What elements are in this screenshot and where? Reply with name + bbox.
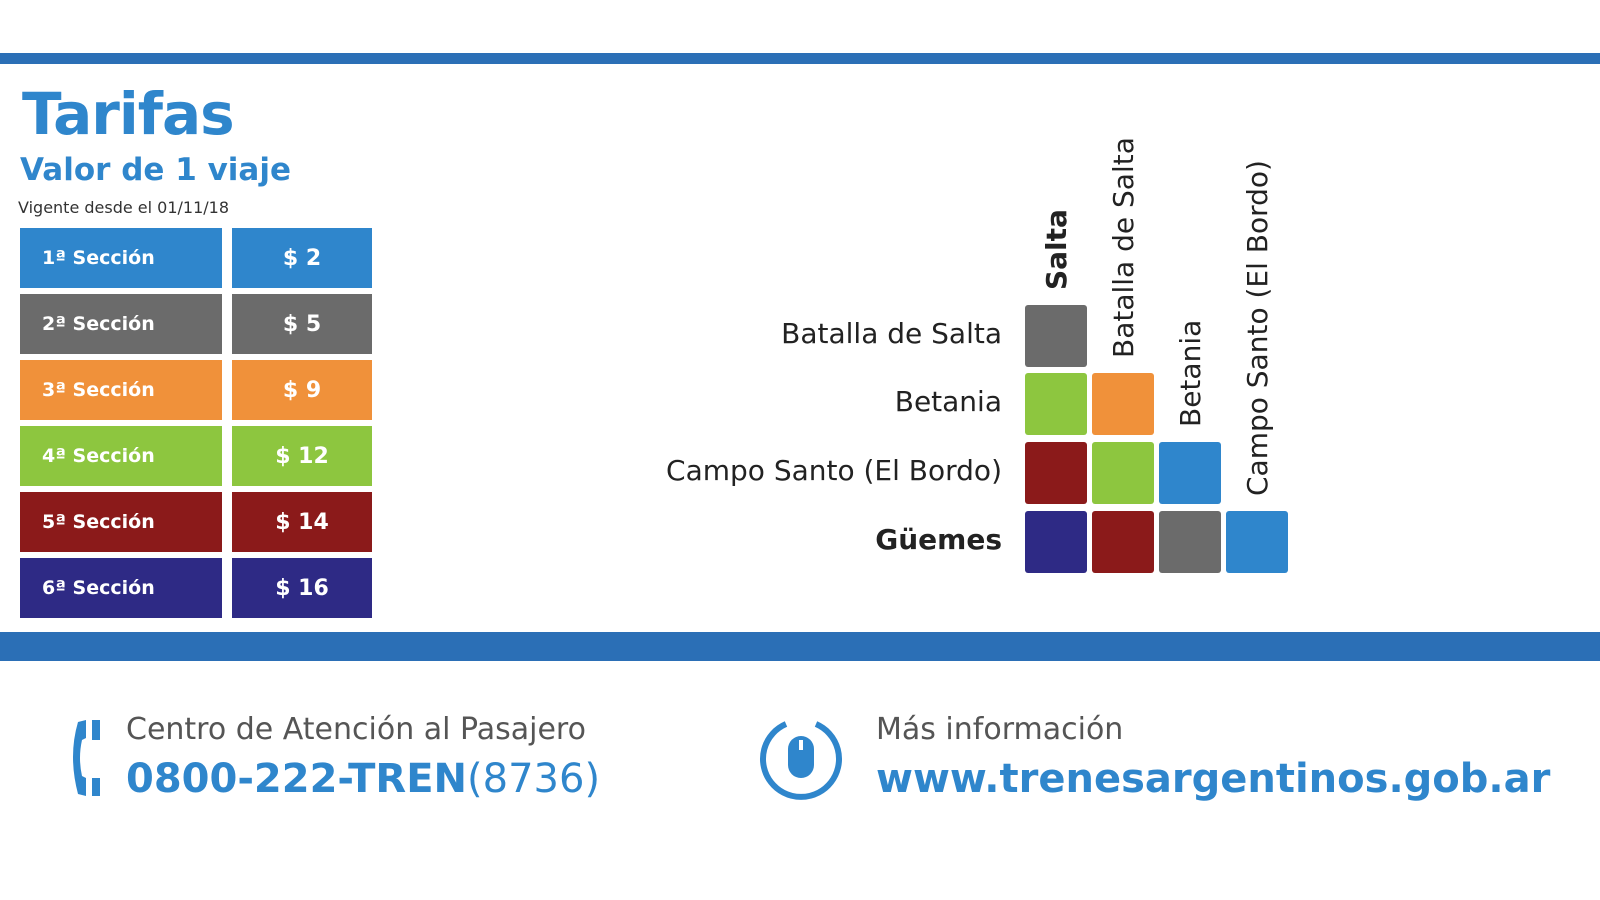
column-header: Salta xyxy=(1040,209,1073,290)
fare-cell xyxy=(1092,511,1154,573)
section-label: 4ª Sección xyxy=(20,426,222,486)
phone-icon xyxy=(73,720,100,796)
section-label: 6ª Sección xyxy=(20,558,222,618)
website-link[interactable]: www.trenesargentinos.gob.ar xyxy=(876,756,1551,802)
fare-cell xyxy=(1159,442,1221,504)
column-header: Betania xyxy=(1174,319,1207,427)
section-label: 2ª Sección xyxy=(20,294,222,354)
valid-from: Vigente desde el 01/11/18 xyxy=(18,198,230,217)
fare-cell xyxy=(1226,511,1288,573)
section-price: $ 5 xyxy=(232,294,372,354)
fare-cell xyxy=(1025,511,1087,573)
info-label: Más información xyxy=(876,712,1124,747)
row-label: Güemes xyxy=(875,523,1002,556)
phone-digits: (8736) xyxy=(467,756,601,802)
section-price: $ 12 xyxy=(232,426,372,486)
section-label: 3ª Sección xyxy=(20,360,222,420)
section-price: $ 16 xyxy=(232,558,372,618)
mouse-icon xyxy=(760,721,842,800)
section-price: $ 9 xyxy=(232,360,372,420)
column-header: Campo Santo (El Bordo) xyxy=(1241,160,1274,496)
section-label: 1ª Sección xyxy=(20,228,222,288)
row-label: Betania xyxy=(894,385,1002,418)
fare-cell xyxy=(1025,442,1087,504)
bottom-band xyxy=(0,632,1600,661)
section-price: $ 2 xyxy=(232,228,372,288)
top-bar xyxy=(0,53,1600,64)
phone-label: Centro de Atención al Pasajero xyxy=(126,712,586,747)
row-label: Campo Santo (El Bordo) xyxy=(666,454,1002,487)
fare-cell xyxy=(1092,373,1154,435)
row-label: Batalla de Salta xyxy=(781,317,1002,350)
fare-cell xyxy=(1092,442,1154,504)
section-label: 5ª Sección xyxy=(20,492,222,552)
subtitle: Valor de 1 viaje xyxy=(20,152,291,188)
fare-cell xyxy=(1025,305,1087,367)
fare-cell xyxy=(1025,373,1087,435)
column-header: Batalla de Salta xyxy=(1107,137,1140,358)
section-price: $ 14 xyxy=(232,492,372,552)
fare-cell xyxy=(1159,511,1221,573)
phone-number[interactable]: 0800-222-TREN(8736) xyxy=(126,756,600,802)
page-title: Tarifas xyxy=(22,80,235,148)
phone-main: 0800-222-TREN xyxy=(126,756,468,802)
